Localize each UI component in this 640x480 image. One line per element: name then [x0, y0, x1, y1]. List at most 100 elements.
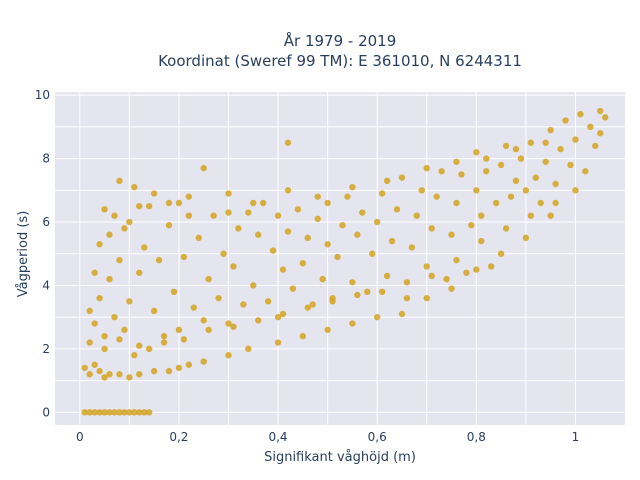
data-point: [383, 177, 391, 184]
data-point: [542, 139, 549, 146]
data-points: [81, 107, 609, 416]
data-point: [597, 107, 604, 115]
data-point: [532, 174, 539, 181]
data-point: [369, 250, 376, 257]
chart-title: År 1979 - 2019: [284, 31, 397, 50]
data-point: [250, 282, 257, 289]
data-point: [334, 253, 341, 261]
data-point: [150, 307, 158, 315]
data-point: [230, 263, 237, 270]
data-point: [601, 114, 609, 121]
data-point: [527, 212, 535, 219]
data-point: [111, 212, 118, 219]
data-point: [121, 225, 128, 232]
data-point: [428, 272, 435, 280]
data-point: [304, 234, 311, 242]
data-point: [304, 304, 311, 311]
data-point: [225, 352, 232, 359]
data-point: [284, 139, 292, 146]
data-point: [557, 145, 564, 153]
data-point: [126, 298, 133, 305]
data-point: [349, 183, 356, 191]
data-point: [116, 371, 123, 378]
data-point: [284, 187, 292, 194]
y-tick-label: 10: [35, 88, 50, 102]
data-point: [344, 193, 351, 200]
data-point: [215, 294, 222, 302]
data-point: [492, 199, 500, 207]
data-point: [96, 294, 103, 302]
data-point: [473, 266, 480, 273]
data-point: [299, 333, 307, 340]
y-tick-labels: 0 2 4 6 8 10: [35, 88, 50, 419]
data-point: [116, 336, 123, 343]
data-point: [567, 161, 574, 169]
data-point: [96, 241, 103, 248]
data-point: [150, 367, 158, 375]
data-point: [448, 285, 455, 292]
data-point: [354, 231, 361, 238]
data-point: [225, 190, 232, 197]
data-point: [453, 256, 460, 264]
data-point: [106, 275, 113, 283]
data-point: [131, 352, 138, 359]
data-point: [324, 199, 331, 207]
data-point: [398, 174, 406, 181]
x-axis-title: Signifikant våghöjd (m): [264, 450, 416, 465]
data-point: [478, 212, 485, 219]
data-point: [403, 294, 411, 302]
data-point: [259, 199, 267, 207]
data-point: [522, 187, 530, 194]
data-point: [453, 199, 460, 207]
data-point: [136, 371, 143, 378]
data-point: [106, 231, 113, 238]
data-point: [468, 222, 475, 229]
data-point: [418, 187, 425, 194]
data-point: [200, 358, 207, 365]
data-point: [136, 409, 143, 416]
data-point: [483, 168, 490, 175]
data-point: [165, 199, 173, 207]
data-point: [473, 149, 480, 156]
data-point: [111, 409, 118, 416]
data-point: [155, 256, 163, 264]
data-point: [264, 298, 272, 305]
data-point: [145, 202, 153, 210]
data-point: [537, 199, 544, 207]
data-point: [150, 190, 158, 197]
data-point: [497, 161, 505, 169]
data-point: [101, 206, 108, 213]
data-point: [413, 212, 421, 219]
data-point: [180, 253, 188, 261]
data-point: [547, 126, 554, 134]
data-point: [86, 371, 93, 378]
data-point: [458, 171, 465, 178]
data-point: [131, 409, 138, 416]
data-point: [121, 409, 128, 416]
data-point: [364, 288, 371, 295]
data-point: [91, 361, 98, 368]
data-point: [349, 320, 356, 327]
data-point: [165, 222, 173, 229]
data-point: [428, 225, 435, 232]
data-point: [106, 371, 113, 378]
data-point: [200, 164, 207, 172]
data-point: [210, 212, 217, 219]
data-point: [408, 244, 416, 251]
data-point: [289, 285, 297, 292]
data-point: [91, 269, 98, 276]
data-point: [245, 209, 252, 216]
data-point: [86, 409, 93, 416]
data-point: [339, 222, 346, 229]
data-point: [403, 279, 411, 286]
data-point: [324, 326, 331, 334]
data-point: [180, 336, 188, 343]
data-point: [81, 409, 88, 416]
data-point: [577, 111, 584, 118]
data-point: [582, 168, 589, 175]
data-point: [373, 313, 381, 321]
data-point: [314, 193, 321, 200]
data-point: [91, 320, 98, 327]
